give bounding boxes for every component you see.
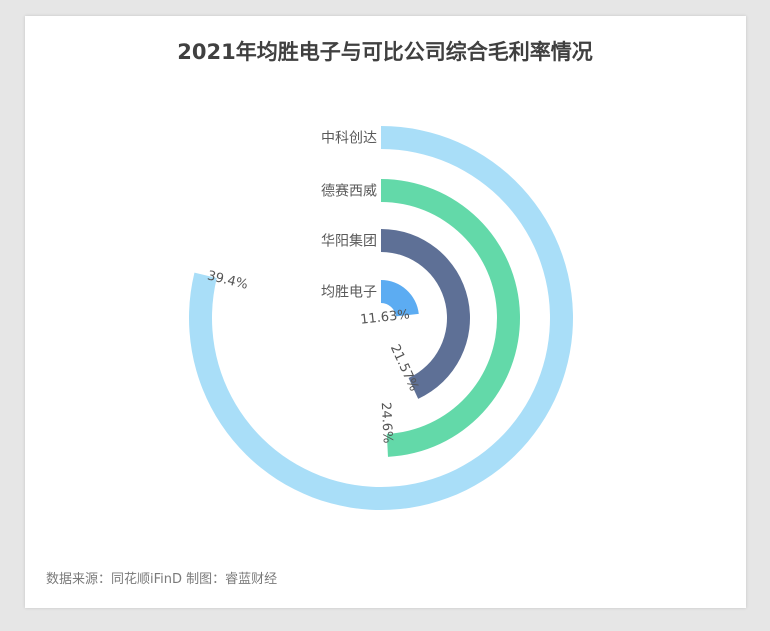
source-note: 数据来源：同花顺iFinD 制图：睿蓝财经 <box>46 572 278 587</box>
value-label: 24.6% <box>378 402 395 444</box>
arc-2 <box>381 178 521 457</box>
arc-4 <box>381 280 419 317</box>
value-label: 21.57% <box>387 342 421 393</box>
category-label: 华阳集团 <box>321 233 377 250</box>
chart-title: 2021年均胜电子与可比公司综合毛利率情况 <box>177 40 593 64</box>
category-label: 中科创达 <box>321 131 377 147</box>
category-label: 德赛西威 <box>321 184 377 200</box>
arc-group <box>188 126 574 510</box>
value-label: 11.63% <box>360 307 411 327</box>
category-label: 均胜电子 <box>321 285 377 301</box>
arc-3 <box>381 229 470 399</box>
